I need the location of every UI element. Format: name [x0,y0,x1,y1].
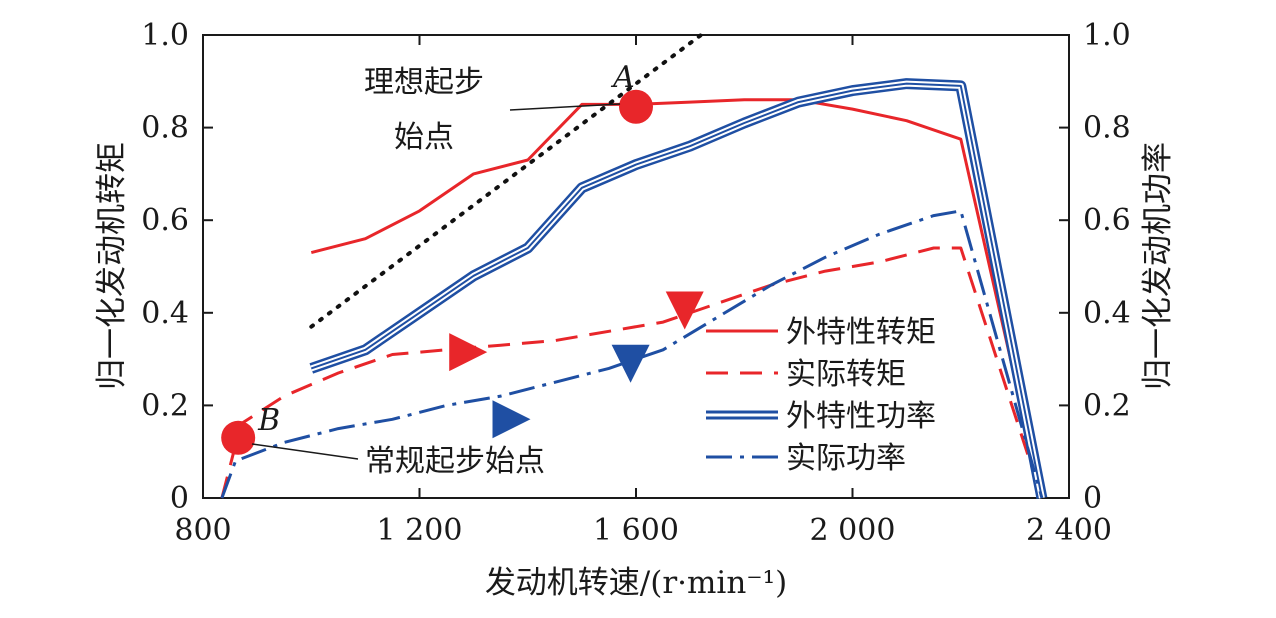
y-right-tick-label-0: 0 [1083,481,1102,516]
x-tick-label-2000: 2 000 [810,513,896,548]
y-right-tick-label-0-2: 0.2 [1083,388,1131,423]
y-right-tick-label-0-8: 0.8 [1083,111,1131,146]
legend-label-ext-power: 外特性功率 [786,399,936,434]
legend: 外特性转矩 实际转矩 外特性功率 实际功率 [706,315,936,476]
y-left-tick-label-0: 0 [170,481,189,516]
x-tick-label-1200: 1 200 [377,513,463,548]
legend-label-ext-torque: 外特性转矩 [786,315,936,350]
y-right-tick-label-0-4: 0.4 [1083,296,1131,331]
annotation-ideal-start-line2: 始点 [394,120,454,155]
y-left-tick-label-0-8: 0.8 [141,111,189,146]
x-tick-label-2400: 2 400 [1026,513,1112,548]
direction-marker-3 [611,344,650,383]
point-a-label: A [610,60,635,95]
x-axis-label: 发动机转速/(r·min⁻¹) [485,565,787,601]
direction-marker-0 [449,333,488,372]
legend-item-ext-power: 外特性功率 [706,399,936,434]
series-ext-torque [310,98,1044,499]
y-right-tick-label-0-6: 0.6 [1083,203,1131,238]
direction-marker-1 [665,291,704,330]
x-tick-label-800: 800 [174,513,231,548]
annotation-ideal-start-leader [509,103,621,111]
y-left-tick-label-0-2: 0.2 [141,388,189,423]
annotation-ideal-start: 理想起步 始点 [364,65,621,155]
point-b-marker [221,420,256,455]
series-layer [220,33,1048,500]
y-left-tick-label-0-4: 0.4 [141,296,189,331]
y-left-tick-label-0-6: 0.6 [141,203,189,238]
series-actual-torque [220,246,1044,499]
series-ext-power-inner [310,82,1043,499]
point-b-label: B [257,403,280,438]
legend-label-actual-power: 实际功率 [786,441,906,476]
series-actual-power [220,209,1044,499]
y-axis-right-label: 归一化发动机功率 [1140,142,1176,390]
legend-item-actual-torque: 实际转矩 [706,357,906,392]
series-ideal-start-guide [309,33,703,329]
annotation-conventional-start-leader [251,443,359,460]
annotation-ideal-start-line1: 理想起步 [364,65,484,100]
annotation-conventional-start-text: 常规起步始点 [365,444,545,479]
x-tick-label-1600: 1 600 [593,513,679,548]
y-right-tick-label-1: 1.0 [1083,18,1131,53]
annotation-conventional-start: 常规起步始点 [251,443,545,479]
direction-marker-2 [492,400,531,439]
point-a-marker [619,89,653,124]
direction-markers [449,291,704,439]
key-points: AB [221,60,653,455]
legend-item-actual-power: 实际功率 [706,441,906,476]
legend-item-ext-torque: 外特性转矩 [706,315,936,350]
legend-label-actual-torque: 实际转矩 [786,357,906,392]
y-axis-left-label: 归一化发动机转矩 [94,142,130,390]
y-left-tick-label-1: 1.0 [141,18,189,53]
